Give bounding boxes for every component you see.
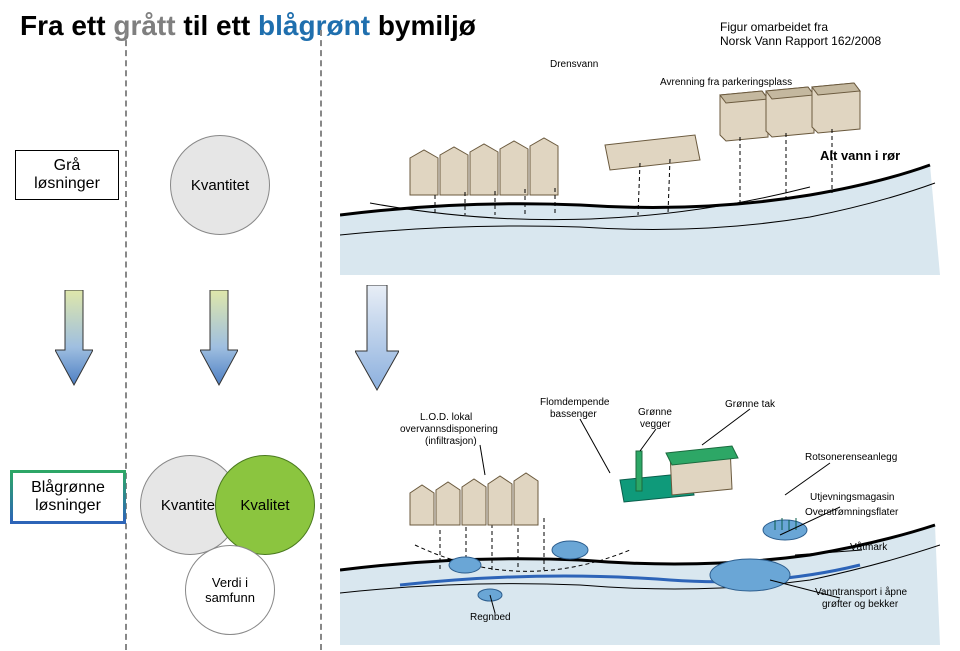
svg-text:grøfter og bekker: grøfter og bekker xyxy=(822,599,899,610)
diagram-bluegreen-system: L.O.D. lokalovervannsdisponering(infiltr… xyxy=(340,395,940,645)
divider-2 xyxy=(320,30,322,650)
svg-text:Overstrømningsflater: Overstrømningsflater xyxy=(805,507,899,518)
circle-verdi-line1: Verdi i xyxy=(212,575,248,590)
svg-text:Grønne tak: Grønne tak xyxy=(725,399,776,410)
svg-text:(infiltrasjon): (infiltrasjon) xyxy=(425,436,477,447)
slide-title: Fra ett grått til ett blågrønt bymiljø xyxy=(20,10,476,42)
label-blaagronne-losninger: Blågrønne løsninger xyxy=(10,470,126,524)
divider-1 xyxy=(125,30,127,650)
circle-kvantitet-bottom-text: Kvantitet xyxy=(161,497,219,514)
svg-text:Våtmark: Våtmark xyxy=(850,541,888,553)
svg-text:L.O.D. lokal: L.O.D. lokal xyxy=(420,412,472,423)
label-bla-line1: Blågrønne xyxy=(31,479,105,496)
circle-kvalitet: Kvalitet xyxy=(215,455,315,555)
figure-credit: Figur omarbeidet fra Norsk Vann Rapport … xyxy=(720,20,881,48)
credit-line-2: Norsk Vann Rapport 162/2008 xyxy=(720,34,881,48)
svg-text:Rotsonerenseanlegg: Rotsonerenseanlegg xyxy=(805,452,897,463)
svg-text:Flomdempende: Flomdempende xyxy=(540,397,610,408)
circle-kvantitet-top: Kvantitet xyxy=(170,135,270,235)
circle-kvalitet-text: Kvalitet xyxy=(240,497,289,514)
label-graa-line1: Grå xyxy=(54,157,81,174)
slide-stage: Fra ett grått til ett blågrønt bymiljø F… xyxy=(0,0,960,651)
bot-houses xyxy=(410,473,538,525)
top-big-buildings xyxy=(720,83,860,141)
svg-text:vegger: vegger xyxy=(640,419,671,430)
circle-verdi-text: Verdi i samfunn xyxy=(205,575,255,605)
title-word-5: bymiljø xyxy=(370,10,476,41)
down-arrow-2 xyxy=(200,290,238,390)
circle-verdi-line2: samfunn xyxy=(205,590,255,605)
label-graa-line2: løsninger xyxy=(34,175,100,192)
svg-text:Alt vann i rør: Alt vann i rør xyxy=(820,148,900,163)
svg-text:Avrenning fra parkeringsplass: Avrenning fra parkeringsplass xyxy=(660,77,792,88)
label-graa-losninger: Grå løsninger xyxy=(15,150,119,200)
diagram-grey-system: Drensvann Avrenning fra parkeringsplass Al… xyxy=(340,55,940,275)
svg-text:Vanntransport i åpne: Vanntransport i åpne xyxy=(815,586,908,598)
title-word-2: grått xyxy=(113,10,175,41)
svg-text:Drensvann: Drensvann xyxy=(550,59,598,70)
circle-verdi: Verdi i samfunn xyxy=(185,545,275,635)
top-houses xyxy=(410,138,558,195)
circle-kvantitet-top-text: Kvantitet xyxy=(191,177,249,194)
svg-text:Grønne: Grønne xyxy=(638,407,672,418)
svg-text:Regnbed: Regnbed xyxy=(470,612,511,623)
green-roof-building xyxy=(666,446,738,495)
title-word-1: Fra ett xyxy=(20,10,113,41)
title-word-4: blågrønt xyxy=(258,10,370,41)
title-word-3: til ett xyxy=(176,10,258,41)
svg-text:Utjevningsmagasin: Utjevningsmagasin xyxy=(810,492,895,503)
down-arrow-1 xyxy=(55,290,93,390)
svg-text:overvannsdisponering: overvannsdisponering xyxy=(400,424,498,435)
credit-line-1: Figur omarbeidet fra xyxy=(720,20,881,34)
svg-text:bassenger: bassenger xyxy=(550,409,597,420)
down-arrow-3 xyxy=(355,285,399,395)
label-bla-line2: løsninger xyxy=(35,497,101,514)
